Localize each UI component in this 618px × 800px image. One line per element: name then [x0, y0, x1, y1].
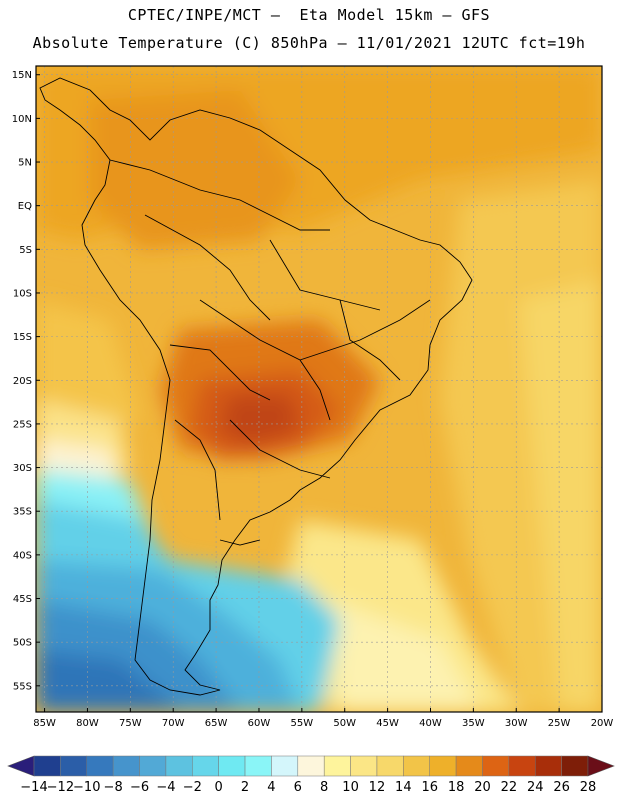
lat-label: 10N [12, 114, 32, 125]
chart-title-line2: Absolute Temperature (C) 850hPa – 11/01/… [32, 34, 586, 52]
lon-label: 60W [248, 718, 271, 729]
colorbar-label: −10 [73, 780, 100, 795]
colorbar-swatch [455, 755, 483, 777]
lat-label: 5S [19, 245, 32, 256]
colorbar-swatch [86, 755, 114, 777]
colorbar-label: 18 [448, 780, 465, 795]
colorbar-label: 16 [421, 780, 438, 795]
latitude-labels: 15N 10N 5N EQ 5S 10S 15S 20S 25S 30S 35S 40S 45S 50S 5… [12, 70, 32, 692]
lon-label: 75W [119, 718, 142, 729]
colorbar-swatch [508, 755, 536, 777]
colorbar-swatch [139, 755, 167, 777]
lon-label: 55W [291, 718, 314, 729]
colorbar-label: 0 [215, 780, 223, 795]
colorbar-swatch [112, 755, 140, 777]
chart-title-line1: CPTEC/INPE/MCT – Eta Model 15km – GFS [127, 6, 491, 24]
colorbar-label: 8 [320, 780, 328, 795]
colorbar-swatch [218, 755, 246, 777]
colorbar-swatch [244, 755, 272, 777]
colorbar-label: 20 [474, 780, 491, 795]
colorbar-swatch [534, 755, 562, 777]
lat-label: 35S [13, 507, 32, 518]
colorbar-swatch [33, 755, 61, 777]
colorbar-label: 28 [580, 780, 597, 795]
lat-label: 25S [13, 419, 32, 430]
colorbar-under-arrow [7, 755, 35, 777]
lat-label: 20S [13, 376, 32, 387]
lat-label: EQ [18, 201, 32, 212]
lat-label: 15S [13, 332, 32, 343]
lon-label: 85W [33, 718, 56, 729]
lat-label: 30S [13, 463, 32, 474]
colorbar-swatch [482, 755, 510, 777]
colorbar-label: 14 [395, 780, 412, 795]
colorbar-label: 22 [501, 780, 518, 795]
colorbar-swatch [60, 755, 88, 777]
lon-label: 45W [376, 718, 399, 729]
lat-label: 45S [13, 594, 32, 605]
map-frame [35, 65, 603, 713]
colorbar-swatch [429, 755, 457, 777]
lon-label: 25W [548, 718, 571, 729]
colorbar [7, 755, 615, 777]
colorbar-swatch [297, 755, 325, 777]
lon-label: 80W [76, 718, 99, 729]
lon-label: 40W [419, 718, 442, 729]
colorbar-labels: −14−12−10 −8 −6 −4 −2 0 2 4 6 8 10 12 14 16 18 20 22 24 26… [20, 780, 596, 795]
lat-label: 5N [18, 158, 32, 169]
colorbar-label: −8 [104, 780, 123, 795]
colorbar-over-arrow [587, 755, 615, 777]
lat-label: 10S [13, 288, 32, 299]
lon-label: 65W [205, 718, 228, 729]
longitude-labels: 85W 80W 75W 70W 65W 60W 55W 50W 45W 40W 35W 30W 25W 2… [33, 718, 613, 729]
colorbar-label: 2 [241, 780, 249, 795]
colorbar-swatch [376, 755, 404, 777]
colorbar-label: −4 [156, 780, 175, 795]
colorbar-label: −14 [20, 780, 47, 795]
lat-label: 15N [12, 70, 32, 81]
lon-label: 70W [162, 718, 185, 729]
lat-label: 50S [13, 638, 32, 649]
lat-label: 40S [13, 550, 32, 561]
colorbar-swatch [403, 755, 430, 777]
lon-label: 35W [462, 718, 485, 729]
colorbar-label: 12 [369, 780, 386, 795]
colorbar-swatch [350, 755, 378, 777]
lat-label: 55S [13, 681, 32, 692]
colorbar-swatch [323, 755, 351, 777]
grid-lines [36, 66, 603, 712]
colorbar-label: 26 [553, 780, 570, 795]
colorbar-swatch [192, 755, 219, 777]
lon-label: 20W [591, 718, 614, 729]
temperature-field [36, 66, 602, 712]
lon-label: 50W [333, 718, 356, 729]
colorbar-label: 6 [294, 780, 302, 795]
colorbar-swatch [271, 755, 299, 777]
colorbar-label: 24 [527, 780, 544, 795]
colorbar-swatch [561, 755, 589, 777]
lon-label: 30W [505, 718, 528, 729]
colorbar-swatch [165, 755, 193, 777]
colorbar-label: −12 [47, 780, 74, 795]
colorbar-label: −6 [130, 780, 149, 795]
colorbar-label: 10 [342, 780, 359, 795]
coastline [39, 77, 473, 696]
colorbar-label: −2 [183, 780, 202, 795]
colorbar-label: 4 [267, 780, 275, 795]
